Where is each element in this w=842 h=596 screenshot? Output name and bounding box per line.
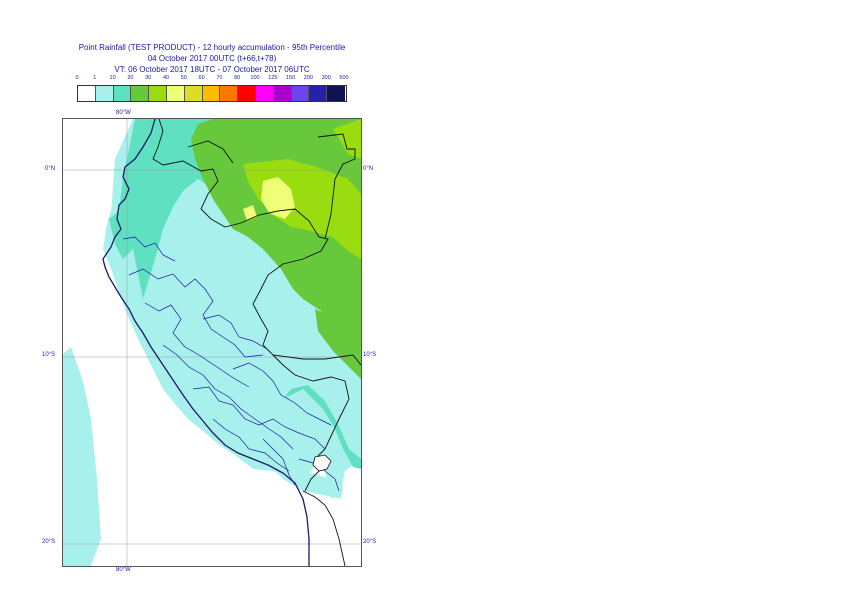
map-panel: [62, 118, 362, 567]
legend-swatch: [149, 86, 167, 101]
lat-label-0-left: 0°N: [45, 166, 56, 172]
legend-label: 150: [286, 75, 296, 81]
rain-area-light-ocean-sw2: [63, 514, 81, 566]
legend-label: 20: [127, 75, 134, 81]
rain-area-light-ocean-sw: [63, 347, 101, 566]
regional-border-10: [122, 236, 176, 262]
legend-swatch: [238, 86, 256, 101]
lake-titicaca: [312, 454, 332, 472]
map-title: Point Rainfall (TEST PRODUCT) - 12 hourl…: [78, 43, 346, 52]
regional-border-9: [298, 458, 340, 492]
regional-border-5: [212, 418, 290, 472]
legend-label: 10: [109, 75, 116, 81]
legend-label: 50: [180, 75, 187, 81]
legend-swatch: [95, 86, 114, 101]
legend-label: 200: [303, 75, 313, 81]
lon-label-bottom: 80°W: [116, 567, 131, 573]
legend-swatch: [78, 86, 96, 101]
legend-label: 0: [75, 75, 79, 81]
legend-swatch: [166, 86, 185, 101]
regional-border-4: [192, 386, 326, 450]
regional-border-1: [128, 268, 264, 358]
lat-label-10-right: 10°S: [363, 352, 377, 358]
rainfall-map: [63, 119, 361, 566]
legend-label: 125: [268, 75, 278, 81]
legend-swatch: [309, 86, 328, 101]
legend-label: 100: [250, 75, 260, 81]
legend-swatch: [291, 86, 310, 101]
map-valid-time: VT: 06 October 2017 18UTC - 07 October 2…: [114, 65, 310, 74]
color-legend: 0 1 10 20 30 40 50 60 70 80 100 125 150 200 300 500: [75, 75, 349, 102]
regional-border-8: [262, 438, 296, 486]
rain-area-light-south: [263, 459, 343, 499]
legend-label: 1: [93, 75, 97, 81]
legend-swatches: [77, 85, 347, 102]
legend-label: 70: [216, 75, 223, 81]
coastline: [102, 119, 310, 566]
rain-area-pale-yellow: [261, 177, 295, 219]
regional-border-2: [144, 302, 250, 388]
rain-area-green-inland: [315, 309, 361, 379]
lat-label-0-right: 0°N: [363, 166, 374, 172]
legend-label: 30: [145, 75, 152, 81]
lat-label-20-left: 20°S: [42, 539, 56, 545]
map-title-block: Point Rainfall (TEST PRODUCT) - 12 hourl…: [62, 42, 362, 75]
map-run-time: 04 October 2017 00UTC (t+66,t+78): [147, 54, 277, 63]
legend-swatch: [327, 86, 345, 101]
rain-area-medium-south: [283, 385, 361, 469]
national-border-5: [187, 140, 234, 164]
legend-swatch: [273, 86, 292, 101]
lat-label-10-left: 10°S: [42, 352, 56, 358]
legend-swatch: [113, 86, 132, 101]
national-border-2: [317, 133, 356, 240]
legend-swatch: [220, 86, 239, 101]
legend-swatch: [255, 86, 274, 101]
national-border-4: [302, 490, 346, 566]
legend-swatch: [184, 86, 203, 101]
regional-border-7: [202, 314, 268, 350]
legend-swatch: [202, 86, 221, 101]
lon-label-top: 80°W: [116, 110, 131, 116]
legend-label: 60: [198, 75, 205, 81]
regional-border-3: [162, 344, 294, 450]
legend-label: 40: [162, 75, 170, 81]
legend-label: 300: [321, 75, 331, 81]
legend-labels: 0 1 10 20 30 40 50 60 70 80 100 125 150 200 300 500: [75, 75, 349, 84]
legend-label: 80: [234, 75, 241, 81]
regional-border-6: [232, 362, 332, 426]
legend-label: 500: [339, 75, 349, 81]
national-border: [152, 119, 361, 366]
lat-label-20-right: 20°S: [363, 539, 377, 545]
legend-swatch: [131, 86, 150, 101]
